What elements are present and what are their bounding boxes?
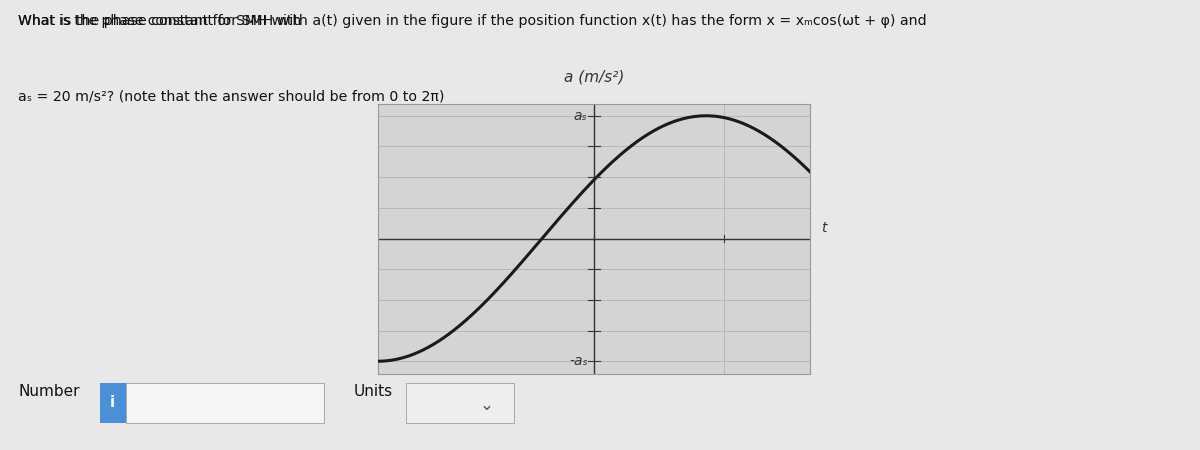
Text: Number: Number: [18, 384, 79, 399]
Text: What is the phase constant for SMH with a(t) given in the figure if the position: What is the phase constant for SMH with …: [18, 14, 926, 27]
Text: ⌄: ⌄: [480, 396, 493, 414]
Text: What is the phase constant for SMH with: What is the phase constant for SMH with: [18, 14, 306, 27]
Text: i: i: [110, 395, 115, 410]
Text: aₛ = 20 m/s²? (note that the answer should be from 0 to 2π): aₛ = 20 m/s²? (note that the answer shou…: [18, 90, 444, 104]
Text: t: t: [821, 221, 827, 235]
Text: -aₛ: -aₛ: [569, 354, 588, 368]
Text: a (m/s²): a (m/s²): [564, 70, 624, 85]
Text: Units: Units: [354, 384, 394, 399]
Text: aₛ: aₛ: [574, 109, 588, 123]
